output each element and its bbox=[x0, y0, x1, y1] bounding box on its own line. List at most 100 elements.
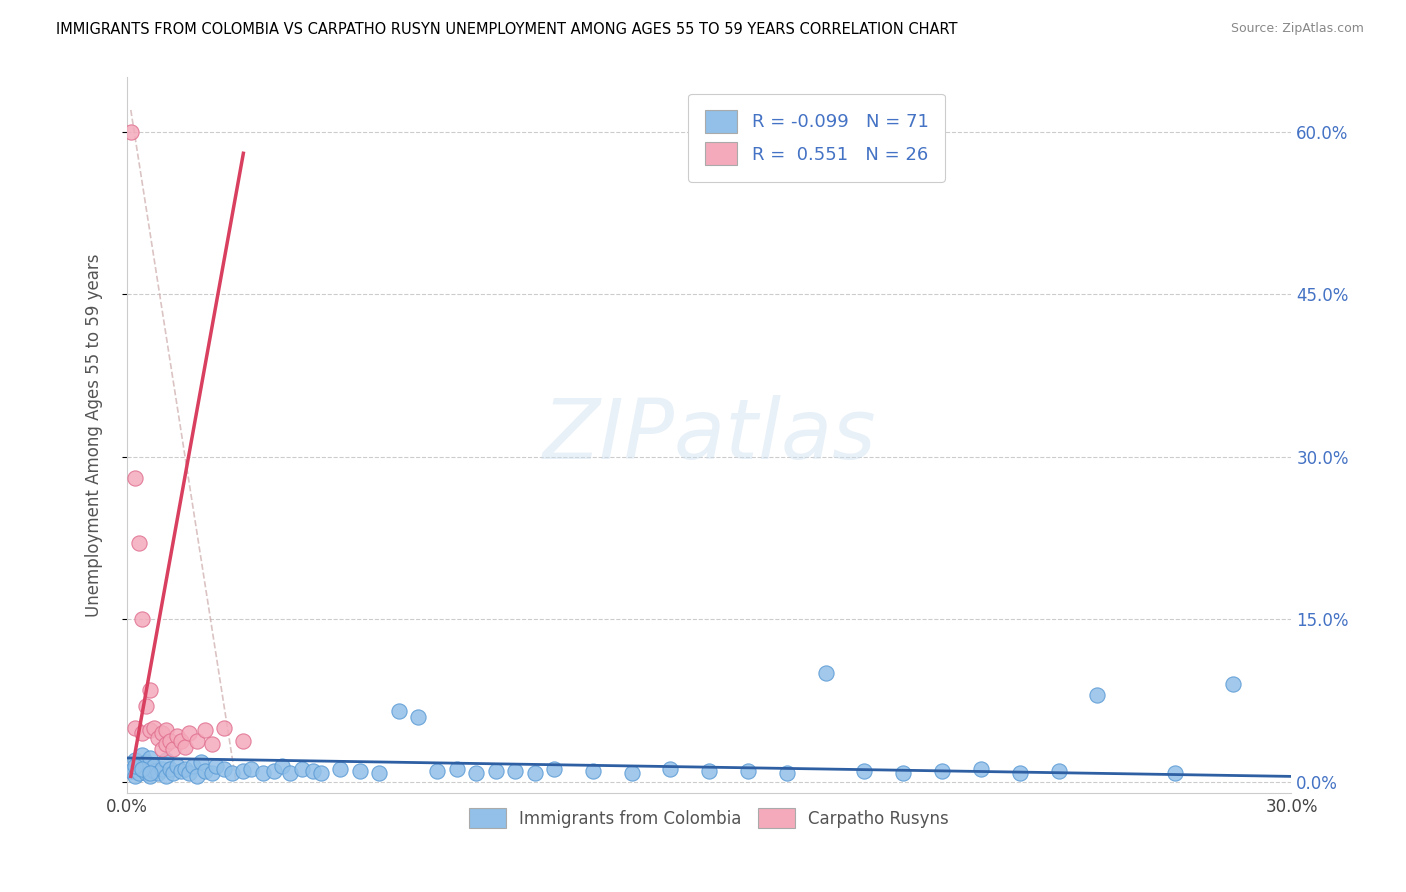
Point bbox=[205, 758, 228, 772]
Point bbox=[150, 742, 173, 756]
Point bbox=[166, 729, 188, 743]
Point bbox=[329, 762, 352, 776]
Point bbox=[543, 762, 565, 776]
Point bbox=[931, 764, 953, 778]
Point bbox=[174, 740, 197, 755]
Point bbox=[349, 764, 371, 778]
Point bbox=[485, 764, 508, 778]
Point bbox=[201, 737, 224, 751]
Point bbox=[212, 721, 235, 735]
Point bbox=[1008, 766, 1031, 780]
Point bbox=[232, 733, 254, 747]
Point bbox=[128, 758, 150, 772]
Point bbox=[131, 762, 153, 776]
Point bbox=[131, 726, 153, 740]
Point bbox=[135, 698, 157, 713]
Point bbox=[186, 733, 208, 747]
Point bbox=[659, 762, 682, 776]
Point bbox=[232, 764, 254, 778]
Point bbox=[139, 769, 162, 783]
Point bbox=[143, 758, 166, 772]
Point bbox=[150, 726, 173, 740]
Point bbox=[620, 766, 643, 780]
Point bbox=[271, 758, 294, 772]
Point bbox=[170, 733, 193, 747]
Point bbox=[503, 764, 526, 778]
Point bbox=[135, 766, 157, 780]
Point bbox=[120, 764, 142, 778]
Point bbox=[177, 726, 200, 740]
Point bbox=[170, 764, 193, 778]
Point bbox=[291, 762, 314, 776]
Text: IMMIGRANTS FROM COLOMBIA VS CARPATHO RUSYN UNEMPLOYMENT AMONG AGES 55 TO 59 YEAR: IMMIGRANTS FROM COLOMBIA VS CARPATHO RUS… bbox=[56, 22, 957, 37]
Point bbox=[240, 762, 263, 776]
Point bbox=[143, 721, 166, 735]
Point bbox=[143, 764, 166, 778]
Point bbox=[139, 766, 162, 780]
Point bbox=[814, 666, 837, 681]
Point bbox=[190, 756, 212, 770]
Point bbox=[523, 766, 546, 780]
Point bbox=[252, 766, 274, 780]
Point bbox=[166, 758, 188, 772]
Point bbox=[186, 769, 208, 783]
Point bbox=[162, 766, 184, 780]
Point bbox=[970, 762, 993, 776]
Point bbox=[128, 536, 150, 550]
Point bbox=[124, 471, 146, 485]
Point bbox=[697, 764, 720, 778]
Point bbox=[131, 612, 153, 626]
Y-axis label: Unemployment Among Ages 55 to 59 years: Unemployment Among Ages 55 to 59 years bbox=[86, 253, 103, 616]
Point bbox=[1047, 764, 1070, 778]
Point bbox=[853, 764, 876, 778]
Point bbox=[177, 766, 200, 780]
Point bbox=[131, 747, 153, 762]
Legend: Immigrants from Colombia, Carpatho Rusyns: Immigrants from Colombia, Carpatho Rusyn… bbox=[463, 802, 956, 834]
Point bbox=[120, 125, 142, 139]
Point bbox=[135, 756, 157, 770]
Point bbox=[582, 764, 605, 778]
Point bbox=[776, 766, 799, 780]
Point bbox=[124, 753, 146, 767]
Point bbox=[155, 723, 177, 737]
Point bbox=[162, 742, 184, 756]
Point bbox=[155, 769, 177, 783]
Point bbox=[201, 766, 224, 780]
Point bbox=[446, 762, 468, 776]
Point bbox=[388, 705, 411, 719]
Point bbox=[212, 762, 235, 776]
Point bbox=[221, 766, 243, 780]
Point bbox=[465, 766, 488, 780]
Text: Source: ZipAtlas.com: Source: ZipAtlas.com bbox=[1230, 22, 1364, 36]
Point bbox=[1222, 677, 1244, 691]
Point bbox=[193, 723, 215, 737]
Text: ZIPatlas: ZIPatlas bbox=[543, 394, 876, 475]
Point bbox=[150, 762, 173, 776]
Point bbox=[155, 737, 177, 751]
Point bbox=[124, 758, 146, 772]
Point bbox=[139, 682, 162, 697]
Point bbox=[159, 762, 181, 776]
Point bbox=[159, 733, 181, 747]
Point bbox=[278, 766, 301, 780]
Point bbox=[174, 762, 197, 776]
Point bbox=[426, 764, 449, 778]
Point bbox=[1164, 766, 1187, 780]
Point bbox=[146, 766, 169, 780]
Point bbox=[139, 751, 162, 765]
Point bbox=[263, 764, 285, 778]
Point bbox=[131, 762, 153, 776]
Point bbox=[139, 723, 162, 737]
Point bbox=[181, 758, 204, 772]
Point bbox=[406, 710, 429, 724]
Point bbox=[1085, 688, 1108, 702]
Point bbox=[124, 769, 146, 783]
Point bbox=[737, 764, 759, 778]
Point bbox=[146, 731, 169, 746]
Point bbox=[891, 766, 914, 780]
Point bbox=[302, 764, 325, 778]
Point bbox=[368, 766, 391, 780]
Point bbox=[155, 753, 177, 767]
Point bbox=[124, 721, 146, 735]
Point bbox=[193, 764, 215, 778]
